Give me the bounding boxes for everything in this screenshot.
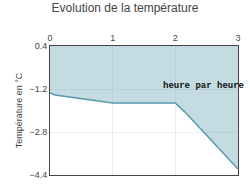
svg-text:−1.2: −1.2: [29, 84, 47, 94]
svg-text:3: 3: [235, 33, 240, 43]
svg-text:heure par heure: heure par heure: [163, 81, 244, 91]
svg-text:0: 0: [47, 33, 52, 43]
svg-text:Evolution de la température: Evolution de la température: [52, 1, 199, 15]
svg-text:Température en °C: Température en °C: [14, 72, 24, 148]
svg-text:−2.8: −2.8: [29, 127, 47, 137]
svg-text:−4.4: −4.4: [29, 170, 47, 180]
svg-text:2: 2: [173, 33, 178, 43]
svg-text:0.4: 0.4: [35, 41, 48, 51]
svg-text:1: 1: [110, 33, 115, 43]
